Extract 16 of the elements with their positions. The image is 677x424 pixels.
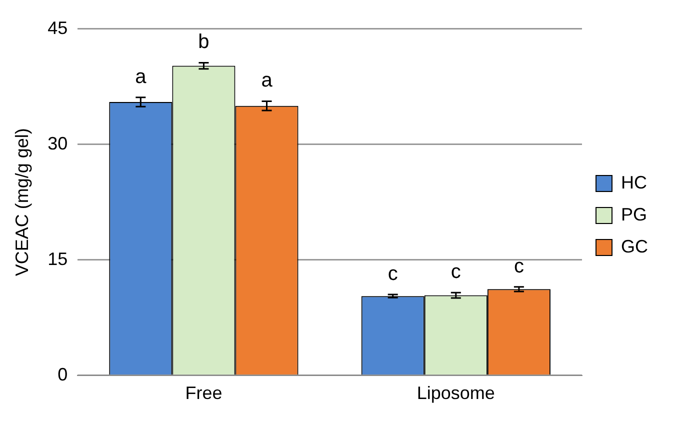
data-label: a (135, 66, 148, 88)
y-tick-label: 0 (58, 364, 68, 384)
data-label: c (388, 263, 398, 286)
data-label: b (198, 31, 210, 54)
x-tick-label: Free (185, 383, 222, 404)
y-tick-label: 15 (48, 248, 68, 269)
y-axis-title: VCEAC (mg/g gel) (12, 128, 32, 276)
data-label: c (450, 261, 461, 284)
data-label: a (261, 70, 274, 92)
legend-label: PG (621, 204, 648, 224)
legend-label: GC (621, 236, 648, 256)
data-label: c (514, 255, 524, 278)
x-tick-label: Liposome (416, 383, 495, 404)
y-tick-label: 45 (48, 18, 68, 38)
y-tick-label: 30 (48, 133, 68, 154)
legend-label: HC (621, 172, 647, 192)
